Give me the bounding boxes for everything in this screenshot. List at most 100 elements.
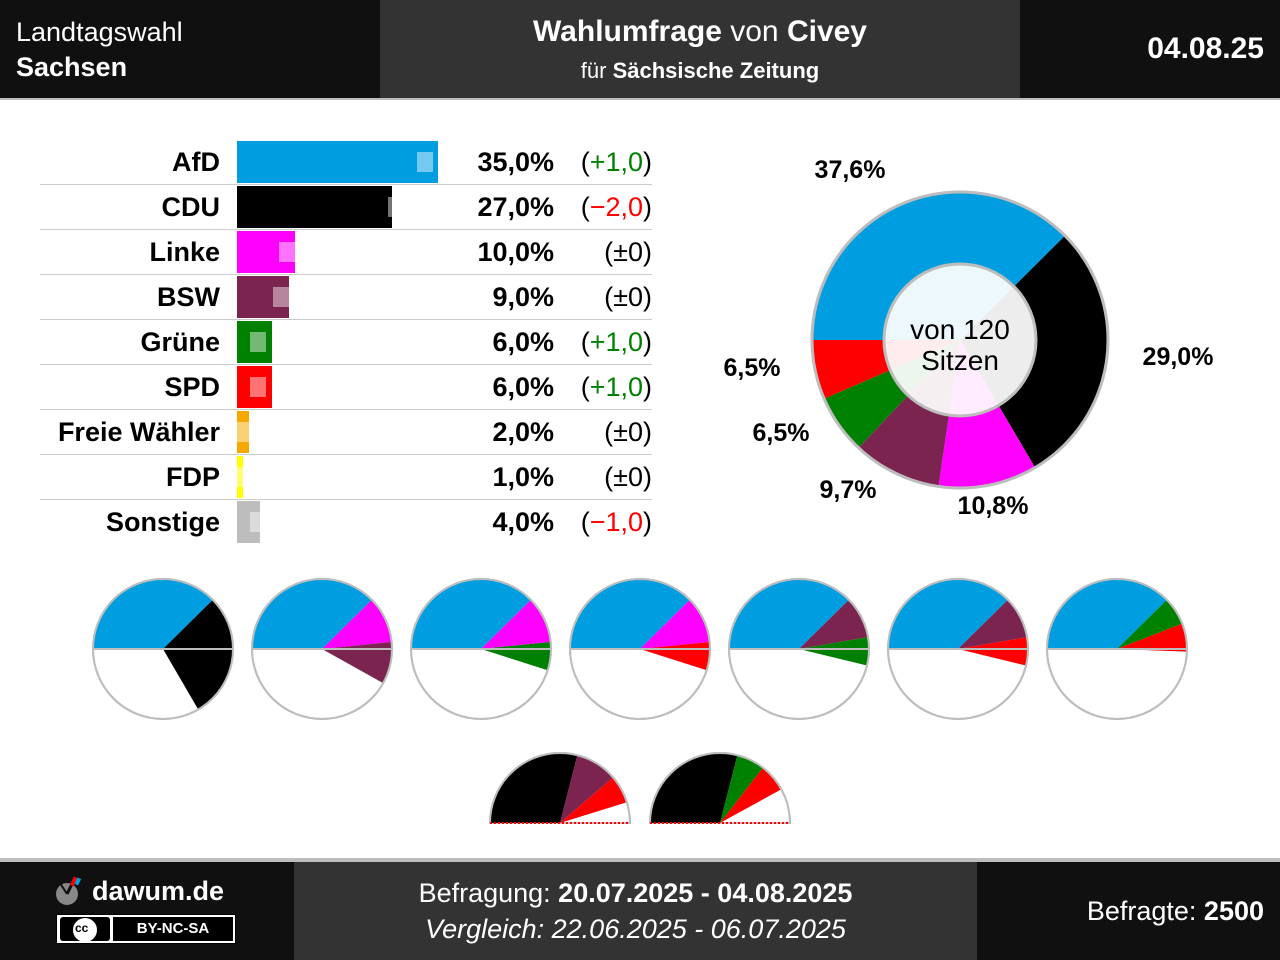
cc-icon: cc xyxy=(60,917,110,942)
coalition-slice-gr-ne xyxy=(799,637,869,666)
election-label: Landtagswahl xyxy=(16,17,183,47)
poll-title-bold: Wahlumfrage xyxy=(532,15,722,48)
footer-periods: Befragung: 20.07.2025 - 04.08.2025 Vergl… xyxy=(294,862,977,960)
coalition-slice-bsw xyxy=(958,599,1027,649)
license-text: BY-NC-SA xyxy=(113,917,233,941)
header-date: 04.08.25 xyxy=(1020,0,1280,98)
subtitle-regular: für xyxy=(580,58,613,83)
coalition-slice-bsw xyxy=(799,599,868,649)
header-bar: Landtagswahl Sachsen Wahlumfrage von Civ… xyxy=(0,0,1280,98)
value-label-sonstige: 4,0% xyxy=(492,507,554,537)
donut-center-line2: Sitzen xyxy=(921,345,999,376)
coalition-slice-cdu xyxy=(490,753,578,823)
coalition-slice-afd xyxy=(570,579,690,649)
respondents-line: Befragte: 2500 xyxy=(1087,896,1264,927)
coalition-slice-cdu xyxy=(650,753,738,823)
bar-cdu xyxy=(237,186,393,228)
coalition-slice-spd xyxy=(560,777,627,823)
party-label-gr-ne: Grüne xyxy=(140,327,220,357)
state-label: Sachsen xyxy=(16,52,128,82)
party-label-fdp: FDP xyxy=(166,462,220,492)
change-label-freie-w-hler: (±0) xyxy=(604,417,652,447)
coalition-slice-bsw xyxy=(322,641,392,684)
coalition-pie-outline xyxy=(887,578,1029,720)
previous-value-marker-bsw xyxy=(272,287,289,307)
row-separator xyxy=(40,229,652,230)
coalition-slice-bsw xyxy=(560,755,614,823)
client-name: Sächsische Zeitung xyxy=(612,58,820,83)
party-label-afd: AfD xyxy=(172,147,220,177)
value-label-fdp: 1,0% xyxy=(492,462,554,492)
coalition-pie-outline xyxy=(489,752,631,824)
row-separator xyxy=(40,319,652,320)
bar-freie-w-hler xyxy=(237,411,249,453)
party-label-linke: Linke xyxy=(149,237,220,267)
seat-label-gr-ne: 6,5% xyxy=(753,419,810,447)
cc-glyph: cc xyxy=(75,921,89,935)
previous-value-marker-linke xyxy=(278,242,295,262)
party-label-spd: SPD xyxy=(164,372,220,402)
respondents-label: Befragte: xyxy=(1086,896,1204,926)
survey-period: 20.07.2025 - 04.08.2025 xyxy=(558,878,853,908)
bar-spd xyxy=(237,366,272,408)
coalition-pie-afd-linke-spd xyxy=(569,578,711,720)
value-label-bsw: 9,0% xyxy=(492,282,554,312)
value-label-spd: 6,0% xyxy=(492,372,554,402)
coalition-pie-outline xyxy=(649,752,791,824)
party-label-cdu: CDU xyxy=(161,192,221,222)
previous-value-marker-freie-w-hler xyxy=(232,422,249,442)
header-title: Wahlumfrage von Civey für Sächsische Zei… xyxy=(380,0,1020,98)
poll-date: 04.08.25 xyxy=(1147,32,1264,65)
dawum-logo-icon xyxy=(56,876,82,905)
poll-subtitle: für Sächsische Zeitung xyxy=(380,58,1020,84)
change-label-linke: (±0) xyxy=(604,237,652,267)
party-label-bsw: BSW xyxy=(157,282,220,312)
value-label-gr-ne: 6,0% xyxy=(492,327,554,357)
bar-chart: AfD 35,0% (+1,0) CDU 27,0% (−2,0) Linke 10,0% (±… xyxy=(0,100,700,560)
change-label-afd: (+1,0) xyxy=(580,147,652,177)
value-label-freie-w-hler: 2,0% xyxy=(492,417,554,447)
bar-linke xyxy=(237,231,295,273)
coalition-pie-outline xyxy=(728,578,870,720)
bar-afd xyxy=(237,141,439,183)
change-label-gr-ne: (+1,0) xyxy=(580,327,652,357)
coalition-slice-afd xyxy=(1047,579,1167,649)
previous-value-marker-spd xyxy=(249,377,266,397)
change-label-spd: (+1,0) xyxy=(580,372,652,402)
bar-sonstige xyxy=(237,501,260,543)
row-separator xyxy=(40,184,652,185)
donut-hole xyxy=(882,262,1038,418)
license-badge[interactable]: cc BY-NC-SA xyxy=(56,914,236,944)
coalition-pie-afd-bsw-grne xyxy=(728,578,870,720)
footer-divider xyxy=(0,858,1280,862)
compare-period: 22.06.2025 - 06.07.2025 xyxy=(551,914,846,944)
coalition-pie-cdu-grne-spd xyxy=(648,752,792,824)
site-name[interactable]: dawum.de xyxy=(92,876,225,906)
coalition-slice-afd xyxy=(252,579,372,649)
coalition-pie-outline xyxy=(92,578,234,720)
donut-outline xyxy=(810,190,1110,490)
header-divider xyxy=(0,98,1280,100)
change-label-cdu: (−2,0) xyxy=(580,192,652,222)
previous-value-marker-cdu xyxy=(387,197,404,217)
value-label-afd: 35,0% xyxy=(477,147,554,177)
pollster-name: Civey xyxy=(786,15,867,48)
coalition-pie-afd-grne-spd xyxy=(1046,578,1188,720)
respondents-count: 2500 xyxy=(1203,896,1264,926)
seat-label-spd: 6,5% xyxy=(724,354,781,382)
seat-label-cdu: 29,0% xyxy=(1143,343,1214,371)
coalition-pie-cdu-bsw-spd xyxy=(488,752,632,824)
compare-label: Vergleich: xyxy=(425,914,552,944)
coalition-slice-linke xyxy=(481,599,551,649)
seat-label-linke: 10,8% xyxy=(958,492,1029,520)
compare-period-line: Vergleich: 22.06.2025 - 06.07.2025 xyxy=(294,914,977,945)
seat-label-afd: 37,6% xyxy=(815,156,886,184)
coalition-slice-afd xyxy=(729,579,849,649)
value-label-linke: 10,0% xyxy=(477,237,554,267)
coalition-slice-afd xyxy=(888,579,1008,649)
coalition-pie-outline xyxy=(410,578,552,720)
coalition-slice-afd xyxy=(411,579,531,649)
coalition-pie-outline xyxy=(1046,578,1188,720)
coalition-pie-afd-linke-bsw xyxy=(251,578,393,720)
